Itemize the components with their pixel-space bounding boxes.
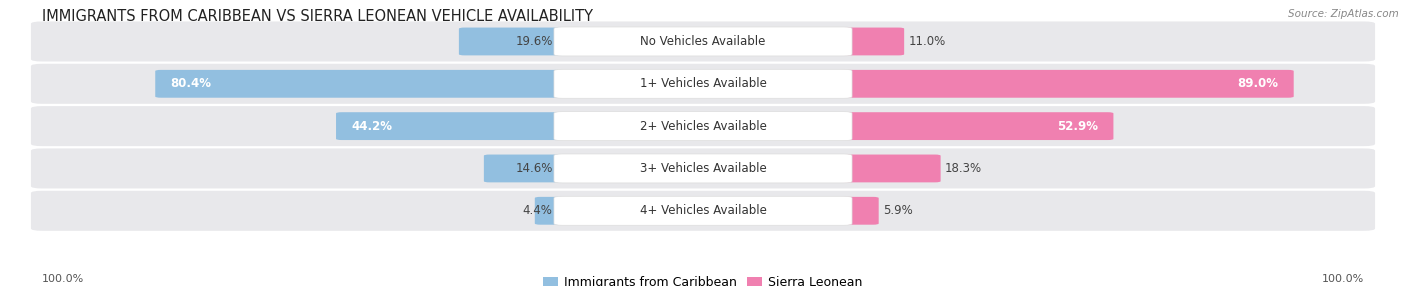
FancyBboxPatch shape [336,112,568,140]
Text: 4.4%: 4.4% [523,204,553,217]
FancyBboxPatch shape [554,69,852,98]
FancyBboxPatch shape [554,196,852,225]
FancyBboxPatch shape [838,27,904,55]
Text: IMMIGRANTS FROM CARIBBEAN VS SIERRA LEONEAN VEHICLE AVAILABILITY: IMMIGRANTS FROM CARIBBEAN VS SIERRA LEON… [42,9,593,23]
Text: 18.3%: 18.3% [945,162,981,175]
FancyBboxPatch shape [31,106,1375,146]
Legend: Immigrants from Caribbean, Sierra Leonean: Immigrants from Caribbean, Sierra Leonea… [538,271,868,286]
Text: 52.9%: 52.9% [1057,120,1098,133]
Text: 14.6%: 14.6% [515,162,553,175]
Text: 2+ Vehicles Available: 2+ Vehicles Available [640,120,766,133]
FancyBboxPatch shape [534,197,568,225]
Text: 100.0%: 100.0% [42,274,84,284]
FancyBboxPatch shape [458,27,568,55]
FancyBboxPatch shape [31,191,1375,231]
FancyBboxPatch shape [838,197,879,225]
FancyBboxPatch shape [31,148,1375,188]
FancyBboxPatch shape [838,112,1114,140]
FancyBboxPatch shape [554,27,852,56]
Text: 89.0%: 89.0% [1237,77,1278,90]
Text: 19.6%: 19.6% [515,35,553,48]
Text: 3+ Vehicles Available: 3+ Vehicles Available [640,162,766,175]
FancyBboxPatch shape [554,154,852,183]
Text: 44.2%: 44.2% [352,120,392,133]
Text: 11.0%: 11.0% [908,35,946,48]
Text: 1+ Vehicles Available: 1+ Vehicles Available [640,77,766,90]
FancyBboxPatch shape [484,154,568,182]
Text: 100.0%: 100.0% [1322,274,1364,284]
Text: 5.9%: 5.9% [883,204,912,217]
Text: No Vehicles Available: No Vehicles Available [640,35,766,48]
FancyBboxPatch shape [31,21,1375,61]
Text: Source: ZipAtlas.com: Source: ZipAtlas.com [1288,9,1399,19]
FancyBboxPatch shape [838,70,1294,98]
FancyBboxPatch shape [554,112,852,141]
FancyBboxPatch shape [155,70,568,98]
FancyBboxPatch shape [838,154,941,182]
FancyBboxPatch shape [31,64,1375,104]
Text: 4+ Vehicles Available: 4+ Vehicles Available [640,204,766,217]
Text: 80.4%: 80.4% [170,77,212,90]
